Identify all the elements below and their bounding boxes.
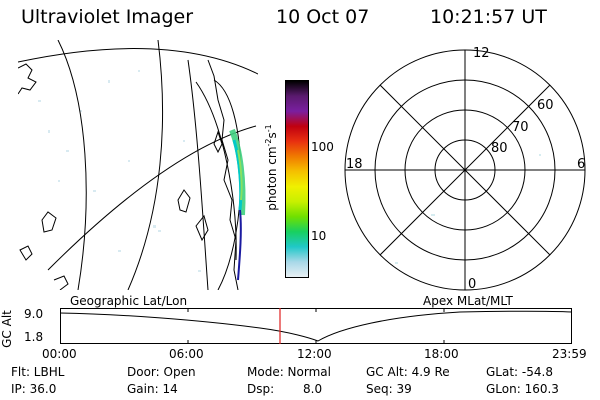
polar-noise: [395, 154, 541, 264]
colorbar-tick-10: 10: [311, 229, 327, 243]
lat-label-80: 80: [491, 141, 508, 156]
background-noise: [38, 70, 201, 272]
geographic-map: [18, 40, 258, 290]
time-tick-0000: 00:00: [42, 347, 77, 361]
mlt-label-0: 0: [468, 277, 477, 292]
time-readout: 10:21:57 UT: [430, 6, 547, 28]
ip-status: IP: 36.0: [11, 382, 57, 396]
gain-status: Gain: 14: [127, 382, 178, 396]
date-readout: 10 Oct 07: [276, 6, 370, 28]
geographic-label: Geographic Lat/Lon: [70, 294, 188, 308]
coastlines: [18, 59, 239, 290]
time-tick-0600: 06:00: [169, 347, 204, 361]
colorbar-tick-100: 100: [311, 140, 334, 154]
color-scale-bar: [285, 80, 309, 278]
app-title: Ultraviolet Imager: [21, 6, 194, 28]
mlt-label-18: 18: [346, 157, 363, 172]
time-tick-1800: 18:00: [424, 347, 459, 361]
time-tick-2359: 23:59: [552, 347, 587, 361]
door-status: Door: Open: [127, 365, 196, 379]
mode-status: Mode: Normal: [247, 365, 331, 379]
mlt-label-6: 6: [577, 157, 586, 172]
polar-plot: [344, 49, 586, 291]
dsp-label: Dsp:: [247, 382, 275, 396]
polar-diagonal-2: [379, 84, 551, 256]
alt-tick-low: 1.8: [24, 330, 44, 344]
lat-label-60: 60: [537, 98, 554, 113]
seq-status: Seq: 39: [366, 382, 412, 396]
glon-status: GLon: 160.3: [486, 382, 559, 396]
alt-tick-high: 9.0: [24, 307, 44, 321]
apex-label: Apex MLat/MLT: [423, 294, 513, 308]
lat-label-70: 70: [512, 120, 529, 135]
altitude-curve: [60, 310, 572, 342]
altitude-timeline: [60, 308, 572, 344]
dsp-value: 8.0: [303, 382, 323, 396]
time-tick-1200: 12:00: [297, 347, 332, 361]
aurora-emission: [229, 128, 246, 281]
filter-status: Flt: LBHL: [11, 365, 65, 379]
glat-status: GLat: -54.8: [486, 365, 553, 379]
gc-alt-status: GC Alt: 4.9 Re: [366, 365, 450, 379]
mlt-label-12: 12: [473, 46, 490, 61]
